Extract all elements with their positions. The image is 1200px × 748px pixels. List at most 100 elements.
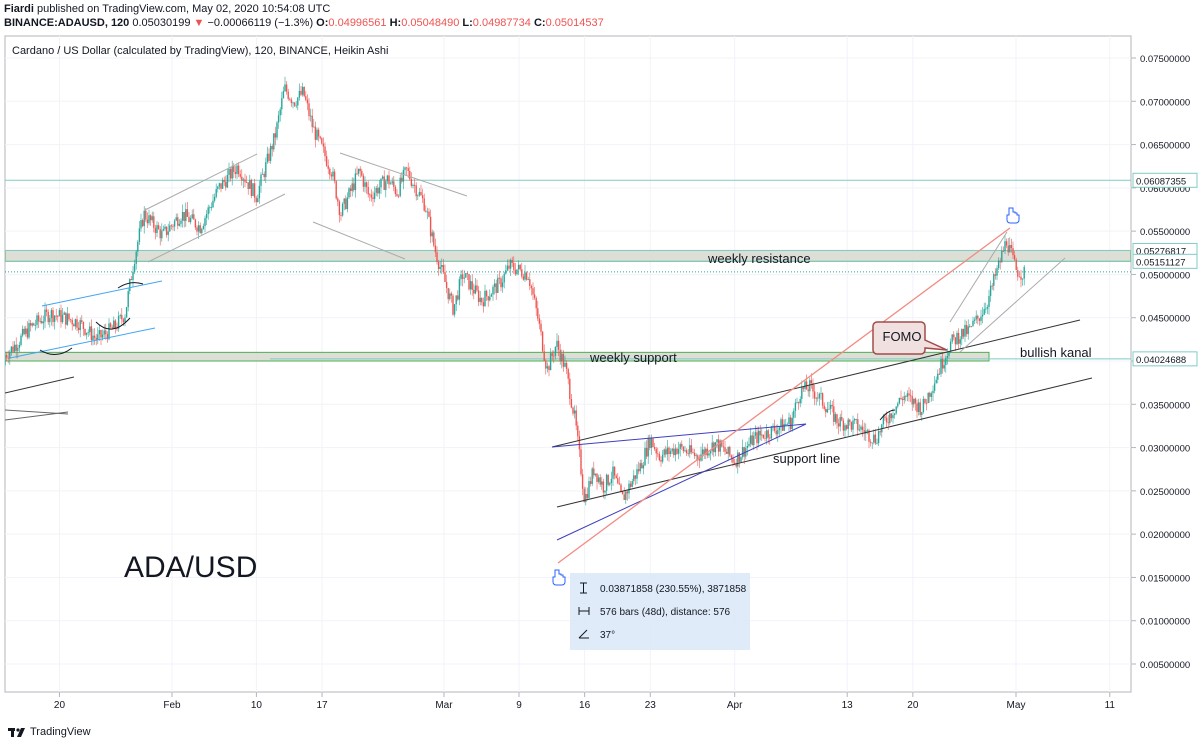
candle-body	[625, 491, 627, 501]
candle-body	[28, 323, 30, 338]
channel-line-grey	[339, 152, 468, 197]
candle-body	[621, 491, 624, 495]
candle-body	[461, 274, 464, 279]
high-label: H:	[389, 17, 402, 29]
candle-body	[666, 447, 669, 455]
candle-body	[121, 315, 123, 320]
candle-body	[844, 425, 846, 431]
candle-body	[193, 214, 195, 220]
candle-body	[585, 493, 587, 503]
candle-body	[402, 169, 405, 182]
candle-body	[677, 448, 680, 454]
candle-body	[321, 138, 323, 144]
candle-body	[956, 332, 958, 345]
ohlc-legend: BINANCE:ADAUSD, 120 0.05030199 ▼ −0.0006…	[4, 17, 604, 29]
candle-body	[167, 231, 169, 235]
candle-body	[273, 133, 275, 150]
candle-body	[743, 447, 745, 457]
candle-body	[159, 229, 161, 239]
candle-body	[378, 187, 381, 194]
candle-body	[135, 251, 137, 264]
curve-arrow	[39, 347, 73, 355]
candle-body	[481, 297, 483, 303]
candle-body	[103, 330, 105, 335]
candle-body	[47, 311, 49, 323]
plot-area[interactable]	[4, 35, 1132, 693]
triangle-pattern	[551, 423, 807, 541]
candle-body	[340, 215, 342, 216]
candle-body	[178, 223, 181, 226]
candle-body	[633, 475, 635, 482]
curve-arrow	[879, 409, 896, 421]
candle-body	[209, 207, 211, 209]
candle-body	[581, 474, 584, 489]
candle-body	[143, 210, 145, 227]
candle-body	[882, 416, 885, 425]
candle-body	[575, 410, 577, 426]
candle-body	[593, 468, 595, 476]
candle-body	[890, 413, 893, 419]
candle-body	[417, 195, 419, 197]
label-weekly-resistance: weekly resistance	[707, 251, 811, 266]
candle-body	[949, 341, 952, 353]
candle-body	[100, 330, 102, 338]
candle-body	[554, 346, 557, 356]
candle-body	[732, 457, 734, 463]
candle-body	[188, 216, 190, 223]
candle-body	[109, 323, 112, 328]
candle-body	[335, 181, 337, 199]
candle-body	[615, 475, 617, 479]
measure-angle: 37°	[600, 630, 615, 641]
candle-body	[538, 318, 541, 324]
measure-box	[570, 573, 750, 650]
candle-body	[1020, 276, 1022, 280]
candle-body	[514, 269, 517, 275]
candle-body	[833, 406, 835, 422]
channel-line-grey	[147, 193, 286, 263]
candle-body	[977, 315, 979, 319]
price-axis[interactable]: 0.07500000 0.07000000 0.06500000 0.06000000…	[1131, 54, 1198, 671]
candle-body	[892, 415, 894, 419]
candle-body	[679, 443, 681, 449]
label-weekly-support: weekly support	[589, 350, 677, 365]
candle-body	[922, 398, 925, 412]
candle-body	[279, 109, 281, 116]
candle-body	[433, 232, 435, 246]
candle-body	[839, 417, 841, 427]
candle-body	[333, 171, 336, 182]
candle-body	[157, 225, 160, 230]
candle-body	[306, 99, 309, 104]
candle-body	[255, 197, 257, 203]
candle-body	[442, 265, 445, 273]
candle-body	[577, 425, 579, 437]
candle-body	[951, 334, 953, 342]
candle-body	[684, 450, 686, 452]
candle-body	[170, 225, 173, 227]
candle-body	[423, 198, 425, 211]
candle-body	[23, 328, 25, 334]
candle-body	[132, 271, 134, 280]
candle-body	[303, 86, 305, 97]
candle-body	[119, 315, 121, 317]
candle-body	[154, 227, 157, 233]
candle-body	[762, 434, 765, 438]
candle-body	[565, 362, 568, 369]
candle-body	[753, 435, 755, 446]
x-tick-label: Mar	[435, 700, 453, 711]
candle-body	[228, 168, 230, 175]
channel-line-grey	[959, 257, 1066, 353]
candle-body	[825, 408, 827, 413]
candle-body	[943, 365, 945, 369]
candle-body	[234, 171, 237, 174]
x-tick-label: 20	[54, 700, 66, 711]
candle-body	[940, 358, 942, 375]
candle-body	[748, 443, 750, 446]
time-axis[interactable]: 20 Feb 10 17 Mar 9 16 23 Apr 13 20 May 11	[54, 692, 1115, 711]
candle-body	[807, 389, 809, 392]
candle-body	[53, 315, 56, 322]
candle-body	[111, 327, 113, 329]
label-ada-usd: ADA/USD	[124, 551, 257, 584]
candle-body	[476, 285, 478, 291]
candle-body	[914, 398, 917, 404]
